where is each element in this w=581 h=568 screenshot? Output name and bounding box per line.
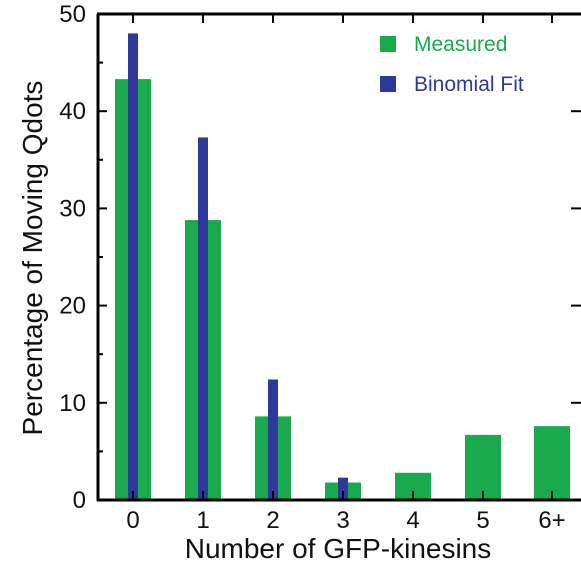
y-tick-label-40: 40 [59,98,86,125]
x-tick-label-1: 1 [196,507,209,534]
y-axis-title: Percentage of Moving Qdots [17,81,48,436]
x-axis-title: Number of GFP-kinesins [185,533,492,564]
y-tick-label-30: 30 [59,195,86,222]
legend-label-measured: Measured [414,33,507,56]
x-tick-label-3: 3 [336,507,349,534]
ticks-layer: 0 10 20 30 40 50 0 1 2 3 4 5 6+ [59,1,581,534]
y-tick-label-10: 10 [59,390,86,417]
bars-layer [115,33,570,501]
x-tick-label-4: 4 [406,507,419,534]
y-tick-label-50: 50 [59,1,86,28]
legend-swatch-measured [380,36,396,52]
bar-measured-6+ [534,426,570,500]
bar-binomial-fit-0 [128,33,138,500]
y-tick-label-0: 0 [73,487,86,514]
x-tick-label-5: 5 [476,507,489,534]
x-tick-label-0: 0 [126,507,139,534]
bar-measured-5 [465,434,501,500]
x-tick-label-6+: 6+ [538,507,565,534]
bar-binomial-fit-3 [338,477,348,500]
x-tick-label-2: 2 [266,507,279,534]
bar-binomial-fit-1 [198,137,208,500]
y-tick-label-20: 20 [59,293,86,320]
legend: Measured Binomial Fit [380,33,524,96]
bar-binomial-fit-2 [268,379,278,500]
legend-label-binomial-fit: Binomial Fit [414,73,524,96]
legend-swatch-binomial-fit [380,76,396,92]
